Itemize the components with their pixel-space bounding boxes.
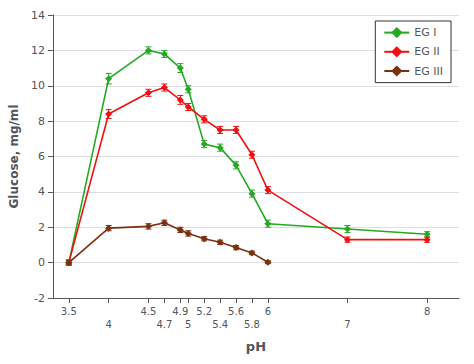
svg-text:EG II: EG II [414, 45, 439, 58]
svg-text:-2: -2 [34, 292, 45, 305]
svg-text:5.4: 5.4 [212, 319, 228, 330]
svg-text:14: 14 [31, 9, 45, 22]
svg-text:8: 8 [38, 115, 45, 128]
svg-text:pH: pH [246, 339, 266, 354]
svg-text:4.9: 4.9 [172, 306, 188, 317]
svg-text:3.5: 3.5 [61, 306, 77, 317]
svg-text:6: 6 [265, 306, 271, 317]
svg-text:4.5: 4.5 [140, 306, 156, 317]
svg-text:0: 0 [38, 256, 45, 269]
svg-text:5: 5 [185, 319, 191, 330]
svg-text:8: 8 [424, 306, 430, 317]
svg-text:4: 4 [105, 319, 111, 330]
svg-text:5.8: 5.8 [244, 319, 260, 330]
svg-text:5.2: 5.2 [196, 306, 212, 317]
svg-text:7: 7 [344, 319, 350, 330]
svg-text:5.6: 5.6 [228, 306, 244, 317]
svg-text:10: 10 [31, 79, 45, 92]
svg-text:4: 4 [38, 185, 45, 198]
svg-text:2: 2 [38, 221, 45, 234]
svg-text:EG I: EG I [414, 26, 436, 39]
svg-text:4.7: 4.7 [156, 319, 172, 330]
svg-text:Glucose, mg/ml: Glucose, mg/ml [7, 105, 21, 209]
svg-text:EG III: EG III [414, 65, 443, 78]
svg-text:12: 12 [31, 44, 45, 57]
svg-text:6: 6 [38, 150, 45, 163]
